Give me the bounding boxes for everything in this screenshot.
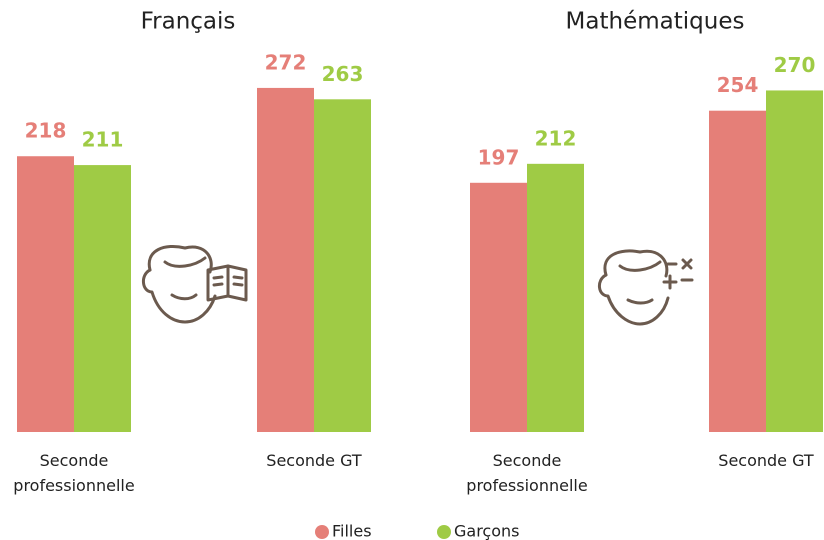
legend-marker — [437, 525, 451, 539]
math-icon — [598, 249, 694, 326]
data-label: 197 — [478, 145, 520, 169]
legend-label: Filles — [332, 522, 372, 540]
bar — [74, 165, 131, 432]
bar — [17, 156, 74, 433]
bar — [527, 163, 584, 432]
bar — [470, 182, 527, 432]
data-label: 270 — [774, 53, 816, 77]
x-tick-label: Seconde GT — [718, 451, 814, 470]
bar — [314, 99, 371, 433]
x-tick-label: Seconde professionnelle — [13, 451, 135, 495]
legend-marker — [315, 525, 329, 539]
x-tick-label: Seconde GT — [266, 451, 362, 470]
data-label: 263 — [322, 62, 364, 86]
chart-title: Français — [141, 9, 236, 35]
x-tick-label: Seconde professionnelle — [466, 451, 588, 495]
legend-label: Garçons — [454, 522, 520, 540]
bar — [766, 90, 823, 432]
data-label: 254 — [717, 73, 759, 97]
data-label: 218 — [25, 119, 67, 143]
chart-title: Mathématiques — [566, 9, 745, 35]
bar — [257, 87, 314, 433]
reading-icon — [142, 245, 248, 324]
data-label: 211 — [82, 128, 124, 152]
bar — [709, 110, 766, 432]
data-label: 212 — [535, 126, 577, 150]
data-label: 272 — [265, 50, 307, 74]
